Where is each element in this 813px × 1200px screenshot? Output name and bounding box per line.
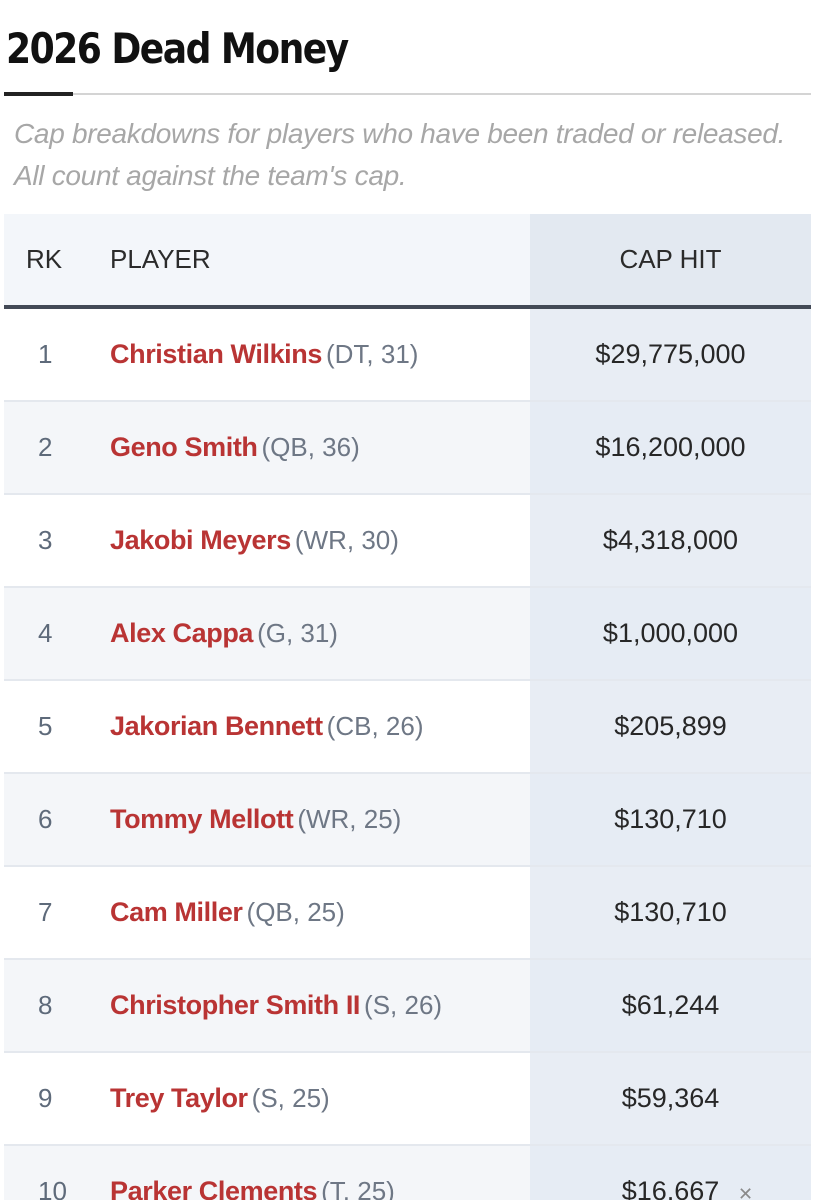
table-row: 5 Jakorian Bennett (CB, 26) $205,899: [4, 680, 811, 774]
cap-hit-cell: $16,667: [530, 1145, 811, 1200]
table-row: 1 Christian Wilkins (DT, 31) $29,775,000: [4, 307, 811, 402]
player-cell: Christopher Smith II (S, 26): [98, 959, 530, 1053]
table-row: 10 Parker Clements (T, 25) $16,667: [4, 1145, 811, 1200]
table-header-row: RK PLAYER CAP HIT: [4, 214, 811, 309]
rank-cell: 2: [4, 401, 98, 495]
player-cell: Parker Clements (T, 25): [98, 1145, 530, 1200]
column-header-player[interactable]: PLAYER: [98, 214, 530, 309]
player-cell: Geno Smith (QB, 36): [98, 401, 530, 495]
cap-hit-cell: $130,710: [530, 866, 811, 960]
player-name-link[interactable]: Geno Smith: [110, 432, 258, 462]
table-row: 3 Jakobi Meyers (WR, 30) $4,318,000: [4, 494, 811, 588]
column-header-cap-hit[interactable]: CAP HIT: [530, 214, 811, 309]
player-position-age: (QB, 25): [246, 897, 345, 927]
player-cell: Alex Cappa (G, 31): [98, 587, 530, 681]
player-position-age: (G, 31): [257, 618, 338, 648]
player-name-link[interactable]: Christian Wilkins: [110, 339, 322, 369]
player-name-link[interactable]: Jakobi Meyers: [110, 525, 291, 555]
player-name-link[interactable]: Trey Taylor: [110, 1083, 248, 1113]
table-header: RK PLAYER CAP HIT: [4, 214, 811, 309]
player-position-age: (S, 26): [364, 990, 443, 1020]
table-row: 4 Alex Cappa (G, 31) $1,000,000: [4, 587, 811, 681]
player-cell: Trey Taylor (S, 25): [98, 1052, 530, 1146]
player-name-link[interactable]: Christopher Smith II: [110, 990, 361, 1020]
player-cell: Christian Wilkins (DT, 31): [98, 307, 530, 402]
cap-hit-cell: $16,200,000: [530, 401, 811, 495]
cap-hit-cell: $130,710: [530, 773, 811, 867]
player-name-link[interactable]: Alex Cappa: [110, 618, 254, 648]
player-position-age: (S, 25): [251, 1083, 330, 1113]
cap-hit-cell: $29,775,000: [530, 307, 811, 402]
cap-hit-cell: $4,318,000: [530, 494, 811, 588]
column-header-rank[interactable]: RK: [4, 214, 98, 309]
player-position-age: (WR, 25): [297, 804, 402, 834]
cap-hit-cell: $61,244: [530, 959, 811, 1053]
dead-money-table: RK PLAYER CAP HIT 1 Christian Wilkins (DT,…: [4, 214, 811, 1200]
player-position-age: (T, 25): [321, 1176, 395, 1200]
page-subtitle: Cap breakdowns for players who have been…: [14, 118, 786, 191]
dead-money-table-container: RK PLAYER CAP HIT 1 Christian Wilkins (DT,…: [4, 214, 811, 1200]
player-position-age: (DT, 31): [326, 339, 419, 369]
rank-cell: 5: [4, 680, 98, 774]
title-divider: [4, 93, 811, 95]
table-row: 9 Trey Taylor (S, 25) $59,364: [4, 1052, 811, 1146]
player-name-link[interactable]: Cam Miller: [110, 897, 243, 927]
cap-hit-cell: $59,364: [530, 1052, 811, 1146]
table-row: 8 Christopher Smith II (S, 26) $61,244: [4, 959, 811, 1053]
close-icon[interactable]: ✕: [738, 1184, 754, 1200]
title-divider-accent: [4, 92, 73, 96]
rank-cell: 4: [4, 587, 98, 681]
cap-hit-cell: $1,000,000: [530, 587, 811, 681]
rank-cell: 6: [4, 773, 98, 867]
rank-cell: 9: [4, 1052, 98, 1146]
table-row: 2 Geno Smith (QB, 36) $16,200,000: [4, 401, 811, 495]
player-cell: Cam Miller (QB, 25): [98, 866, 530, 960]
player-name-link[interactable]: Jakorian Bennett: [110, 711, 323, 741]
player-position-age: (QB, 36): [261, 432, 360, 462]
rank-cell: 1: [4, 307, 98, 402]
player-name-link[interactable]: Parker Clements: [110, 1176, 318, 1200]
player-cell: Jakobi Meyers (WR, 30): [98, 494, 530, 588]
cap-hit-cell: $205,899: [530, 680, 811, 774]
rank-cell: 10: [4, 1145, 98, 1200]
player-cell: Tommy Mellott (WR, 25): [98, 773, 530, 867]
player-position-age: (WR, 30): [294, 525, 399, 555]
rank-cell: 8: [4, 959, 98, 1053]
rank-cell: 7: [4, 866, 98, 960]
player-cell: Jakorian Bennett (CB, 26): [98, 680, 530, 774]
table-body: 1 Christian Wilkins (DT, 31) $29,775,000 2 Ge…: [4, 307, 811, 1200]
table-row: 6 Tommy Mellott (WR, 25) $130,710: [4, 773, 811, 867]
table-row: 7 Cam Miller (QB, 25) $130,710: [4, 866, 811, 960]
rank-cell: 3: [4, 494, 98, 588]
page-title: 2026 Dead Money: [6, 24, 349, 73]
player-position-age: (CB, 26): [326, 711, 424, 741]
player-name-link[interactable]: Tommy Mellott: [110, 804, 294, 834]
